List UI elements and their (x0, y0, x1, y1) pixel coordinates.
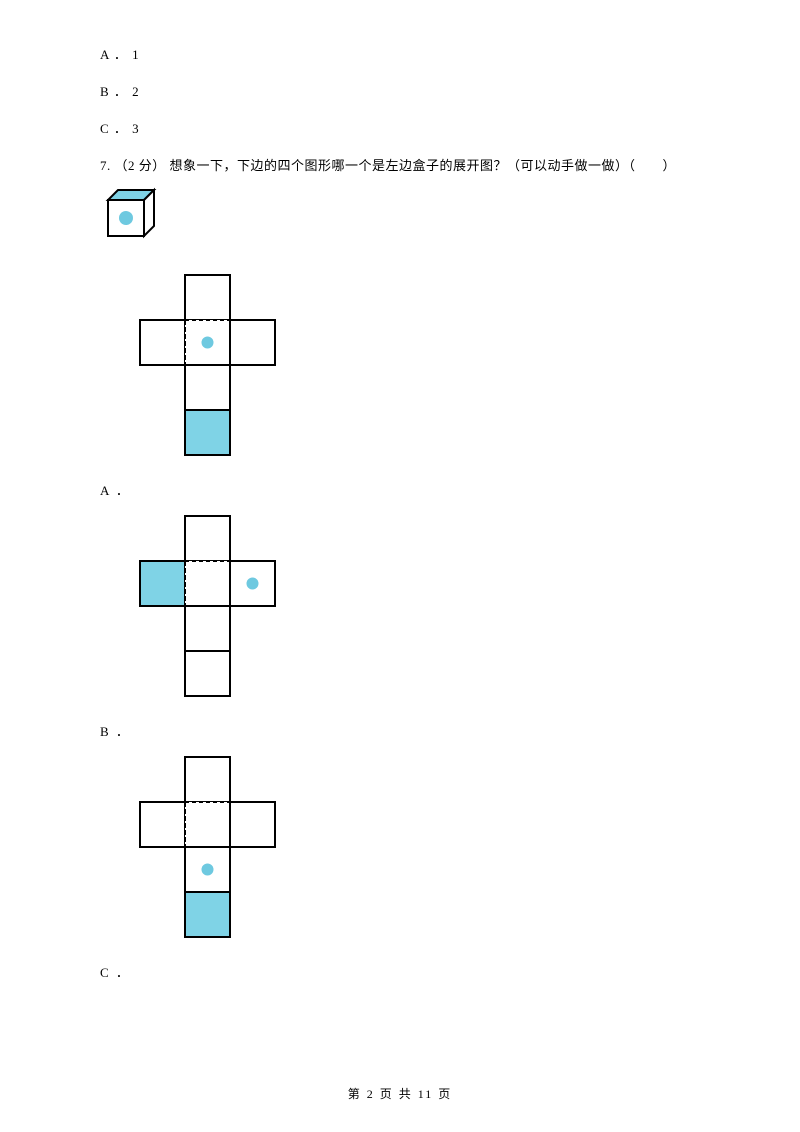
footer-current: 2 (367, 1087, 375, 1101)
page-content: A ． 1 B ． 2 C ． 3 7. （2 分） 想象一下，下边的四个图形哪… (0, 0, 800, 981)
option-a-label: A ． (100, 480, 700, 499)
footer-middle: 页 共 (380, 1087, 413, 1101)
footer-suffix: 页 (438, 1087, 452, 1101)
net-b-figure (130, 511, 700, 715)
footer-total: 11 (418, 1087, 434, 1101)
question-7: 7. （2 分） 想象一下，下边的四个图形哪一个是左边盒子的展开图？（可以动手做… (100, 155, 700, 174)
prev-option-a: A ． 1 (100, 44, 700, 63)
option-a-block: A ． (100, 270, 700, 499)
question-points: （2 分） (115, 158, 166, 173)
prev-option-c: C ． 3 (100, 118, 700, 137)
page-footer: 第 2 页 共 11 页 (0, 1085, 800, 1102)
net-c-figure (130, 752, 700, 956)
cube-figure (100, 186, 700, 252)
option-c-label: C ． (100, 962, 700, 981)
net-a-figure (130, 270, 700, 474)
option-b-block: B ． (100, 511, 700, 740)
question-text: 想象一下，下边的四个图形哪一个是左边盒子的展开图？（可以动手做一做）（ ） (170, 158, 677, 173)
option-c-block: C ． (100, 752, 700, 981)
footer-prefix: 第 (348, 1087, 362, 1101)
option-b-label: B ． (100, 721, 700, 740)
question-number: 7. (100, 158, 111, 173)
prev-option-b: B ． 2 (100, 81, 700, 100)
